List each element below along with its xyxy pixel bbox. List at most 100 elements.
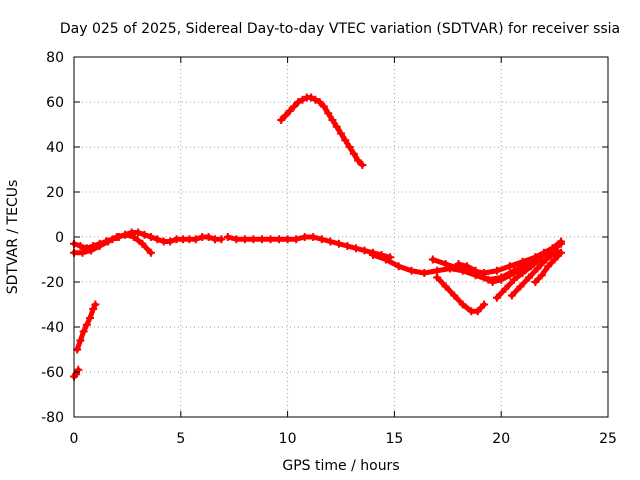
data-point bbox=[300, 233, 309, 241]
series-arc-near-zero-1b bbox=[70, 230, 155, 257]
data-point bbox=[505, 262, 514, 271]
series-trace bbox=[434, 275, 487, 314]
data-point bbox=[290, 102, 299, 111]
series-arc-late-rise-1 bbox=[492, 255, 544, 302]
data-point bbox=[354, 156, 363, 165]
data-point bbox=[281, 111, 290, 120]
data-point bbox=[91, 300, 100, 309]
y-tick-label: -40 bbox=[41, 320, 64, 336]
y-axis-title: SDTVAR / TECUs bbox=[5, 180, 21, 295]
data-point bbox=[358, 161, 367, 169]
data-point bbox=[518, 269, 527, 277]
data-point bbox=[345, 143, 354, 151]
data-point bbox=[79, 327, 88, 336]
data-point bbox=[166, 237, 175, 246]
x-tick-label: 10 bbox=[279, 431, 297, 447]
data-point bbox=[463, 262, 472, 271]
y-tick-label: 80 bbox=[46, 50, 64, 66]
data-point bbox=[249, 235, 258, 244]
x-tick-label: 25 bbox=[599, 431, 617, 447]
data-point bbox=[317, 235, 326, 244]
data-point bbox=[134, 228, 143, 237]
series-arc-near-zero-2 bbox=[223, 233, 395, 262]
data-point bbox=[223, 233, 232, 241]
series-arc-start-low bbox=[70, 365, 83, 381]
data-point bbox=[497, 275, 506, 284]
data-point bbox=[537, 271, 546, 280]
data-point bbox=[240, 235, 249, 244]
data-point bbox=[319, 102, 328, 111]
data-point bbox=[95, 242, 104, 250]
data-point bbox=[121, 230, 130, 239]
axis-ticks: 0 5 10 15 20 25 -80 -60 -40 -20 0 20 40 60 80 bbox=[41, 50, 617, 447]
data-point bbox=[441, 282, 450, 291]
data-point bbox=[217, 235, 226, 244]
data-point bbox=[332, 122, 341, 131]
data-point bbox=[191, 235, 200, 244]
data-point bbox=[492, 293, 501, 302]
data-point bbox=[420, 269, 429, 277]
data-point bbox=[257, 235, 266, 244]
data-series bbox=[70, 93, 566, 381]
data-point bbox=[311, 95, 320, 104]
x-tick-label: 15 bbox=[385, 431, 403, 447]
data-point bbox=[341, 136, 350, 145]
data-point bbox=[544, 262, 553, 271]
x-tick-label: 5 bbox=[176, 431, 185, 447]
data-point bbox=[138, 239, 147, 248]
data-point bbox=[507, 291, 516, 300]
data-point bbox=[328, 116, 337, 124]
data-point bbox=[343, 242, 352, 250]
data-point bbox=[82, 320, 91, 329]
data-point bbox=[531, 278, 540, 286]
data-point bbox=[277, 116, 286, 124]
data-point bbox=[407, 266, 416, 275]
data-point bbox=[307, 93, 316, 102]
data-point bbox=[334, 239, 343, 248]
data-point bbox=[533, 264, 542, 273]
data-point bbox=[146, 248, 155, 257]
data-point bbox=[104, 237, 113, 246]
x-axis-title: GPS time / hours bbox=[282, 458, 399, 474]
data-point bbox=[86, 314, 95, 322]
data-point bbox=[428, 255, 437, 264]
data-point bbox=[76, 242, 85, 250]
data-point bbox=[524, 273, 533, 282]
data-point bbox=[351, 244, 360, 253]
data-point bbox=[232, 235, 241, 244]
chart-title: Day 025 of 2025, Sidereal Day-to-day VTE… bbox=[60, 21, 620, 37]
data-point bbox=[292, 235, 301, 244]
data-point bbox=[539, 248, 548, 257]
series-arc-high bbox=[277, 93, 367, 169]
data-point bbox=[471, 266, 480, 275]
grid-lines bbox=[74, 57, 608, 417]
data-point bbox=[204, 233, 213, 241]
series-arc-late-3 bbox=[454, 237, 566, 286]
x-tick-label: 0 bbox=[70, 431, 79, 447]
data-point bbox=[337, 129, 345, 138]
y-tick-label: 40 bbox=[46, 140, 64, 156]
data-point bbox=[78, 248, 87, 257]
data-point bbox=[369, 251, 378, 259]
data-point bbox=[87, 246, 96, 255]
data-point bbox=[112, 233, 121, 241]
series-arc-late-rise-3 bbox=[531, 248, 566, 286]
data-point bbox=[480, 300, 489, 309]
data-point bbox=[480, 273, 489, 282]
data-point bbox=[542, 255, 551, 264]
data-point bbox=[294, 98, 303, 106]
data-point bbox=[360, 246, 369, 255]
data-point bbox=[441, 260, 450, 268]
data-point bbox=[557, 248, 566, 257]
data-point bbox=[381, 255, 390, 264]
data-point bbox=[275, 235, 284, 244]
series-trace bbox=[71, 232, 154, 256]
data-point bbox=[140, 230, 149, 239]
data-point bbox=[433, 273, 442, 282]
data-point bbox=[298, 95, 307, 104]
data-point bbox=[153, 235, 162, 244]
data-point bbox=[73, 345, 82, 354]
data-point bbox=[548, 244, 557, 253]
data-point bbox=[129, 233, 138, 241]
